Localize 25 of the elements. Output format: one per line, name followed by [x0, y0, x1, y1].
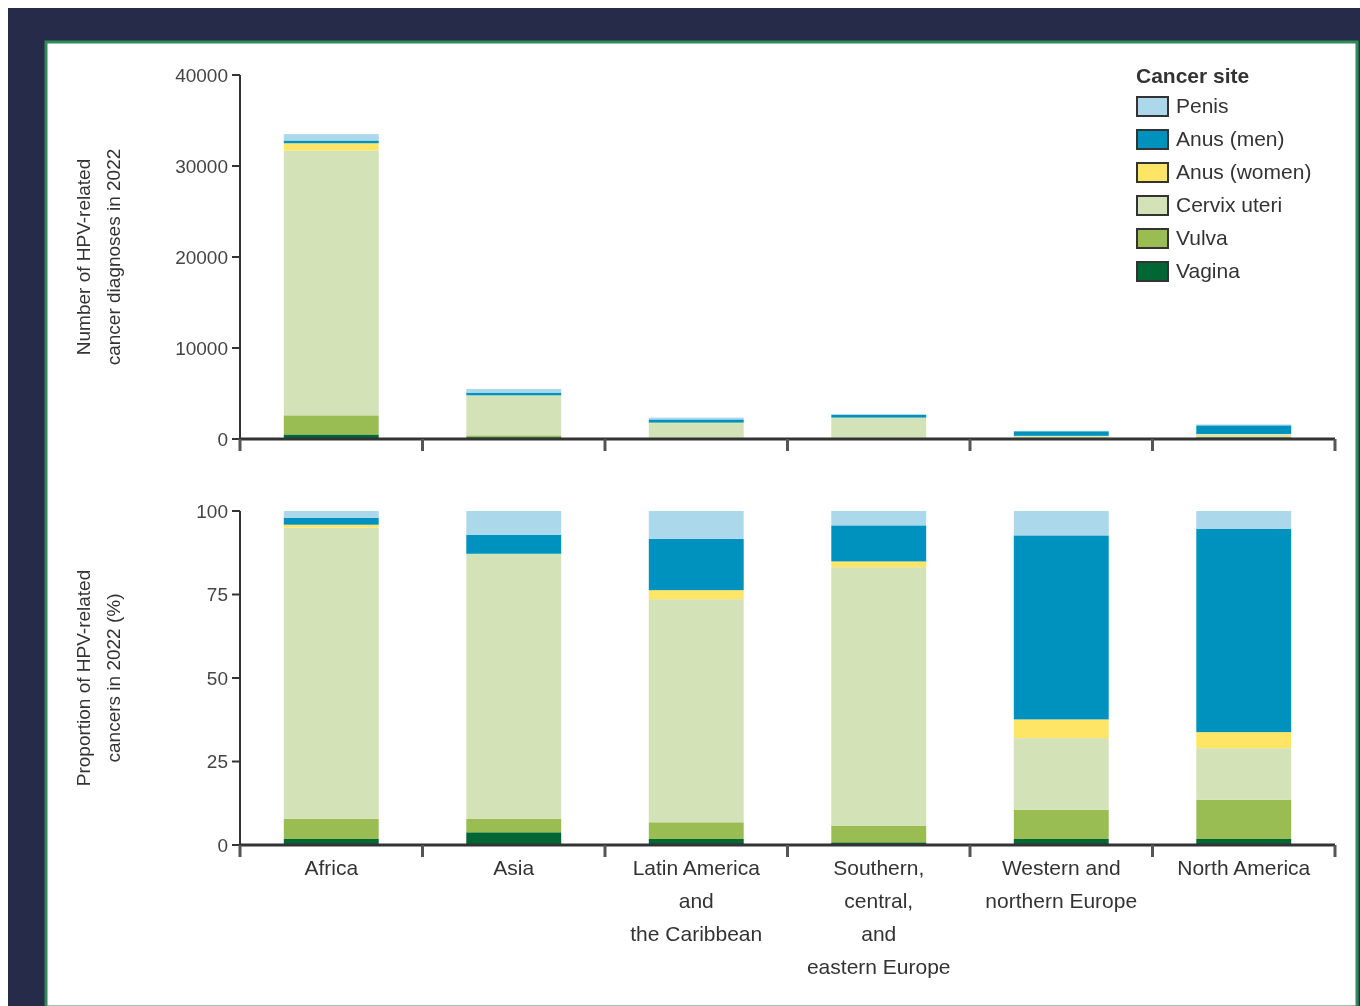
legend-title: Cancer site	[1136, 64, 1250, 88]
legend-label: Cervix uteri	[1176, 193, 1283, 217]
x-tick-label: Latin America and the Caribbean	[630, 856, 763, 945]
y-axis-title: Number of HPV-related cancer diagnoses in 2022	[73, 148, 124, 366]
y-tick-label: 25	[206, 751, 228, 773]
x-tick-label: Asia	[493, 856, 535, 879]
x-tick-label: Southern, central, and eastern Europe	[806, 856, 951, 978]
y-tick-label: 0	[217, 834, 228, 856]
y-tick-label: 20000	[175, 246, 228, 268]
legend-label: Anus (women)	[1176, 160, 1312, 184]
y-axis-title: Proportion of HPV-related cancers in 2022 (%)	[73, 569, 124, 787]
y-tick-label: 40000	[175, 64, 228, 86]
legend-label: Penis	[1176, 94, 1229, 118]
y-tick-label: 10000	[175, 337, 228, 359]
y-tick-label: 100	[196, 500, 228, 522]
y-tick-label: 30000	[175, 155, 228, 177]
legend-label: Anus (men)	[1176, 127, 1285, 151]
y-tick-label: 0	[217, 428, 228, 450]
x-tick-label: Africa	[304, 856, 359, 879]
x-tick-label: North America	[1177, 856, 1311, 879]
x-tick-label: Western and northern Europe	[985, 856, 1138, 912]
legend-label: Vulva	[1176, 226, 1229, 250]
legend-label: Vagina	[1176, 259, 1241, 283]
y-tick-label: 50	[206, 667, 228, 689]
y-tick-label: 75	[206, 584, 228, 606]
